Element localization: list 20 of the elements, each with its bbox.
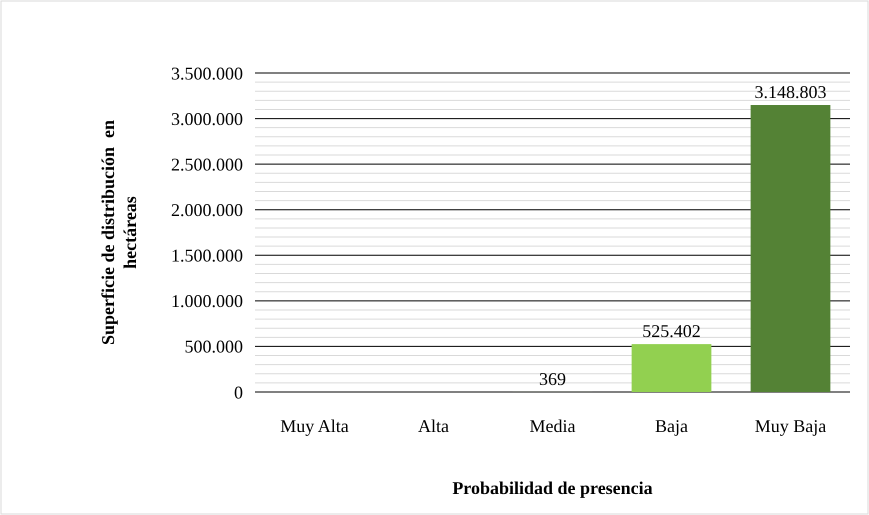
y-tick-label: 1.500.000 [171,246,243,266]
x-tick-label: Alta [418,416,449,436]
x-tick-label: Baja [655,416,688,436]
data-label: 3.148.803 [754,82,826,102]
x-tick-label: Muy Baja [754,416,826,436]
y-tick-label: 500.000 [184,336,243,357]
x-tick-label: Media [530,416,576,436]
data-label: 369 [539,368,566,389]
bar [750,105,830,392]
y-tick-label: 3.000.000 [171,108,243,129]
y-axis-title: Superficie de distribución en hectáreas [98,120,140,346]
x-axis-title: Probabilidad de presencia [452,478,653,498]
x-tick-label: Muy Alta [280,416,349,436]
y-tick-label: 2.500.000 [171,154,243,174]
y-tick-label: 1.000.000 [171,291,243,312]
y-tick-label: 2.000.000 [171,200,243,220]
data-label: 525.402 [642,321,701,342]
bar [632,344,712,392]
y-tick-label: 0 [234,382,243,402]
y-tick-label: 3.500.000 [171,63,243,84]
